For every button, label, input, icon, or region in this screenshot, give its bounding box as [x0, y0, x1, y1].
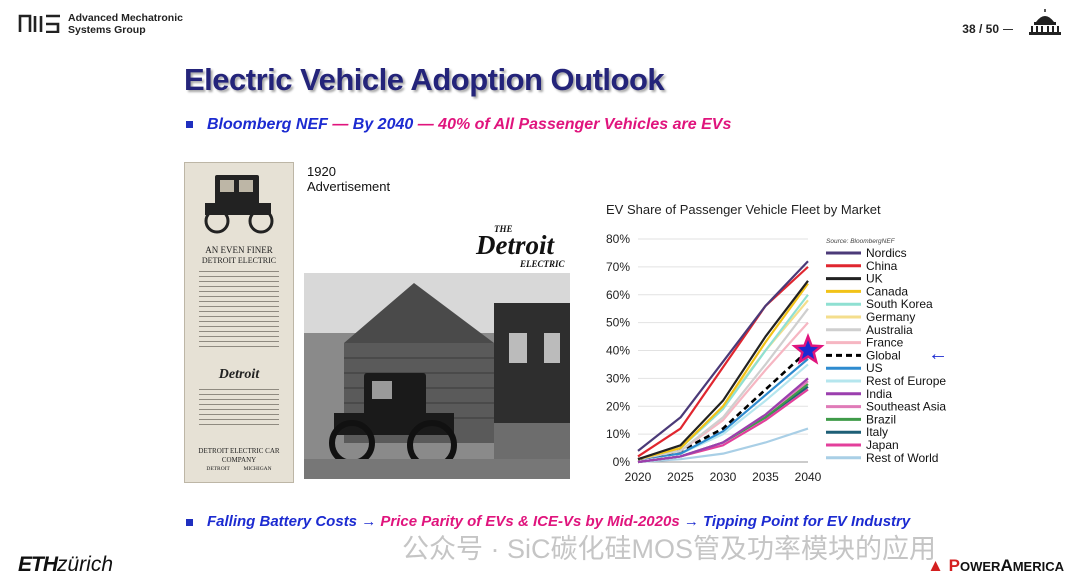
legend-label: Rest of World — [866, 451, 938, 465]
y-tick-label: 30% — [606, 371, 630, 385]
bullet-square-icon — [186, 518, 193, 526]
detroit-electric-logo: THE Detroit ELECTRIC — [475, 224, 566, 269]
legend-label: China — [866, 259, 898, 273]
legend-label: US — [866, 361, 883, 375]
legend-label: Nordics — [866, 246, 907, 260]
legend-label: Italy — [866, 425, 888, 439]
org-name: Advanced Mechatronic Systems Group — [68, 12, 183, 36]
ad-headline-2: DETROIT ELECTRIC — [201, 256, 277, 265]
watermark-text: 公众号 · SiC碳化硅MOS管及功率模块的应用 — [402, 534, 937, 564]
highlight-star-icon — [791, 333, 825, 365]
vintage-car-photo — [304, 273, 570, 479]
x-tick-label: 2040 — [795, 470, 822, 484]
series-line-india — [637, 377, 809, 464]
logo-detroit: Detroit — [475, 230, 555, 260]
legend-label: France — [866, 336, 904, 350]
y-tick-label: 60% — [606, 288, 630, 302]
series-line-canada — [637, 282, 809, 461]
ams-logo — [18, 14, 60, 33]
x-tick-label: 2030 — [710, 470, 737, 484]
subtitle-source: Bloomberg NEF — [207, 116, 328, 133]
ad-company-2: COMPANY — [221, 456, 257, 464]
ad-headline-1: AN EVEN FINER — [205, 245, 273, 255]
pa-merica: MERICA — [1012, 559, 1064, 574]
x-tick-label: 2035 — [752, 470, 779, 484]
legend-label: Japan — [866, 438, 899, 452]
page-number-text: 38 / 50 — [962, 22, 999, 36]
pa-a: A — [1000, 556, 1013, 575]
legend-label: Southeast Asia — [866, 400, 946, 414]
legend-label: South Korea — [866, 297, 933, 311]
slide-title: Electric Vehicle Adoption Outlook — [184, 62, 665, 97]
ad-city: DETROIT MICHIGAN — [206, 466, 272, 472]
legend-label: Canada — [866, 284, 908, 298]
series-line-global — [637, 349, 809, 461]
pa-triangle-icon: ▲ — [927, 556, 944, 575]
y-tick-label: 80% — [606, 232, 630, 246]
subtitle-year: By 2040 — [352, 116, 414, 133]
ad-caption-year: 1920 — [307, 164, 336, 179]
footer-item-2: Price Parity of EVs & ICE-Vs by Mid-2020… — [380, 513, 680, 530]
pa-ower: OWER — [959, 559, 1001, 574]
ad-script-logo: Detroit — [218, 367, 260, 382]
legend-label: Australia — [866, 323, 913, 337]
org-line-2: Systems Group — [68, 24, 146, 36]
series-line-us — [637, 358, 809, 461]
ad-body-text-2 — [199, 389, 279, 429]
logo-the: THE — [494, 224, 513, 234]
footer-item-1: Falling Battery Costs — [207, 513, 358, 530]
subtitle-claim: 40% of All Passenger Vehicles are EVs — [438, 116, 732, 133]
ad-caption-label: Advertisement — [307, 179, 391, 194]
vintage-car-illustration — [204, 175, 274, 234]
ad-caption: 1920 Advertisement — [307, 164, 390, 194]
org-line-1: Advanced Mechatronic — [68, 12, 183, 24]
eth-rest: zürich — [57, 553, 114, 576]
series-line-nordics — [637, 260, 809, 452]
footer-bullet: Falling Battery Costs → Price Parity of … — [186, 513, 910, 530]
y-tick-label: 0% — [613, 455, 631, 469]
footer-arrow-1: → — [357, 513, 381, 530]
legend-label: Brazil — [866, 412, 896, 426]
series-line-australia — [637, 308, 809, 461]
chart-source: Source: BloombergNEF — [826, 238, 896, 245]
legend-label: India — [866, 387, 892, 401]
y-tick-label: 40% — [606, 344, 630, 358]
legend-label: Germany — [866, 310, 915, 324]
legend-label: Global — [866, 348, 901, 362]
eth-zurich-logo: ETHzürich — [18, 553, 113, 577]
power-america-logo: ▲ POWERAMERICA — [927, 556, 1064, 576]
bullet-square-icon — [186, 121, 193, 129]
footer-arrow-2: → — [679, 513, 704, 530]
series-line-uk — [637, 280, 809, 461]
subtitle-sep-1: — — [327, 116, 353, 133]
ad-company-1: DETROIT ELECTRIC CAR — [198, 447, 280, 455]
ad-body-text — [199, 271, 279, 351]
x-tick-label: 2025 — [667, 470, 694, 484]
series-line-china — [637, 266, 809, 458]
y-tick-label: 50% — [606, 316, 630, 330]
y-tick-label: 20% — [606, 399, 630, 413]
footer-item-3: Tipping Point for EV Industry — [703, 513, 911, 530]
global-pointer-arrow-icon: ← — [928, 343, 948, 365]
pa-p: P — [948, 556, 960, 575]
chart-title: EV Share of Passenger Vehicle Fleet by M… — [606, 202, 881, 217]
subtitle-bullet: Bloomberg NEF — By 2040 — 40% of All Pas… — [186, 116, 731, 134]
y-tick-label: 10% — [606, 427, 630, 441]
page-number: 38 / 50 — [962, 22, 1013, 36]
logo-electric: ELECTRIC — [519, 259, 566, 269]
y-tick-label: 70% — [606, 260, 630, 274]
advertisement-image: AN EVEN FINER DETROIT ELECTRIC Detroit D… — [184, 162, 294, 483]
subtitle-sep-2: — — [413, 116, 439, 133]
ev-share-line-chart: 0% 10% 20% 30% 40% 50% 60% 70% 80% 2020 2025 2030 20… — [606, 232, 946, 484]
x-tick-label: 2020 — [625, 470, 652, 484]
legend-label: Rest of Europe — [866, 374, 946, 388]
series-line-rest-of-world — [637, 427, 809, 464]
building-dome-icon — [1029, 9, 1061, 35]
eth-bold: ETH — [18, 553, 58, 576]
legend-label: UK — [866, 272, 883, 286]
